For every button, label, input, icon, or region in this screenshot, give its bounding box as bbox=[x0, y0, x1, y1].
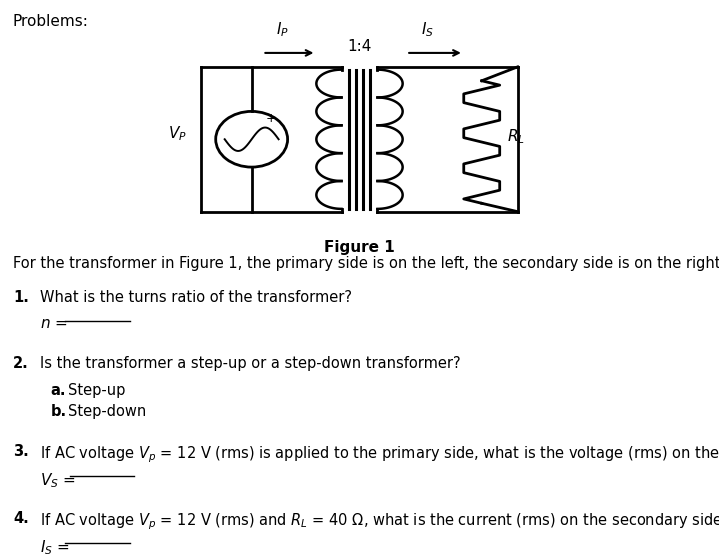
Text: 1.: 1. bbox=[13, 290, 29, 305]
Text: $V_S$ =: $V_S$ = bbox=[40, 471, 77, 490]
Text: 1:4: 1:4 bbox=[347, 39, 372, 53]
Text: b.: b. bbox=[50, 404, 66, 419]
Text: For the transformer in Figure 1, the primary side is on the left, the secondary : For the transformer in Figure 1, the pri… bbox=[13, 256, 719, 271]
Text: What is the turns ratio of the transformer?: What is the turns ratio of the transform… bbox=[40, 290, 352, 305]
Text: Step-down: Step-down bbox=[68, 404, 147, 419]
Text: $I_P$: $I_P$ bbox=[276, 20, 288, 39]
Text: 2.: 2. bbox=[13, 356, 29, 372]
Text: Problems:: Problems: bbox=[13, 14, 89, 29]
Text: a.: a. bbox=[50, 383, 66, 398]
Text: 3.: 3. bbox=[13, 444, 29, 460]
Text: If AC voltage $V_p$ = 12 V (rms) and $R_L$ = 40 $\Omega$, what is the current (r: If AC voltage $V_p$ = 12 V (rms) and $R_… bbox=[40, 511, 719, 532]
Text: Figure 1: Figure 1 bbox=[324, 240, 395, 255]
Text: $n$ =: $n$ = bbox=[40, 316, 69, 331]
Text: $R_L$: $R_L$ bbox=[507, 127, 525, 146]
Text: $I_S$ =: $I_S$ = bbox=[40, 538, 71, 557]
Text: $V_P$: $V_P$ bbox=[168, 124, 187, 143]
Text: +: + bbox=[266, 112, 277, 125]
Text: Is the transformer a step-up or a step-down transformer?: Is the transformer a step-up or a step-d… bbox=[40, 356, 460, 372]
Text: 4.: 4. bbox=[13, 511, 29, 526]
Text: If AC voltage $V_p$ = 12 V (rms) is applied to the primary side, what is the vol: If AC voltage $V_p$ = 12 V (rms) is appl… bbox=[40, 444, 719, 465]
Text: Step-up: Step-up bbox=[68, 383, 126, 398]
Text: $I_S$: $I_S$ bbox=[421, 20, 434, 39]
